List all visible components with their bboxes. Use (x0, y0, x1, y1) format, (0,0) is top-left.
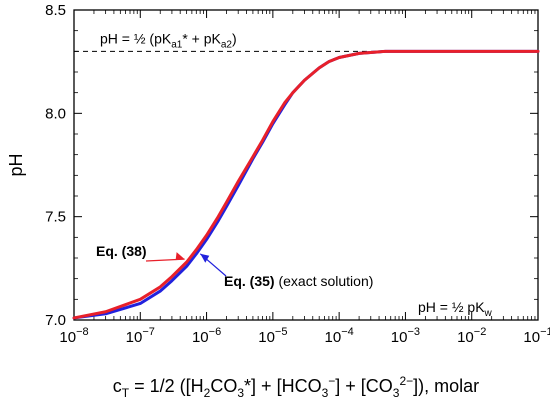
x-tick-exponent: −7 (142, 326, 155, 338)
x-tick-exponent: −1 (540, 326, 550, 338)
series-line-1 (72, 49, 540, 320)
x-axis-title-part5: ]), molar (413, 376, 479, 396)
x-axis-title-sub3: 3 (322, 386, 329, 400)
x-axis-title-sub4: 3 (393, 386, 400, 400)
y-tick-label: 7.0 (45, 312, 66, 329)
x-tick-exponent: −5 (275, 326, 288, 338)
reference-label-lower: pH = ½ pKw (418, 299, 493, 319)
x-tick-base: 10 (523, 329, 540, 346)
reference-label-upper: pH = ½ (pKa1* + pKa2) (100, 30, 237, 50)
x-tick-label: 10−6 (192, 326, 221, 346)
tick-labels: 10−8 10−7 10−6 10−5 10−4 10−3 10−2 10−17.07.58.… (45, 2, 550, 346)
reference-label-upper-text: pH = ½ (pK (100, 30, 172, 46)
y-tick-label: 8.5 (45, 2, 66, 19)
x-tick-base: 10 (192, 329, 209, 346)
x-tick-label: 10−4 (325, 326, 354, 346)
eq35-label: Eq. (35) (exact solution) (224, 273, 373, 289)
x-tick-base: 10 (457, 329, 474, 346)
x-tick-exponent: −8 (76, 326, 89, 338)
x-tick-base: 10 (258, 329, 275, 346)
x-tick-exponent: −3 (407, 326, 420, 338)
x-tick-label: 10−5 (258, 326, 287, 346)
eq35-label-note: (exact solution) (278, 273, 373, 289)
reference-label-upper-sub-b: a2 (221, 39, 233, 50)
x-tick-label: 10−2 (457, 326, 486, 346)
axis-ticks (73, 9, 539, 321)
x-axis-title: cT = 1/2 ([H2CO3*] + [HCO3−] + [CO32−]),… (113, 374, 479, 400)
x-tick-exponent: −4 (341, 326, 354, 338)
x-axis-title-prefix: c (113, 376, 122, 396)
y-tick-label: 7.5 (45, 209, 66, 226)
x-tick-base: 10 (59, 329, 76, 346)
x-axis-title-sub1: 2 (204, 386, 211, 400)
x-axis-title-sub2: 3 (237, 386, 244, 400)
x-tick-base: 10 (325, 329, 342, 346)
reference-label-lower-sub: w (484, 308, 493, 319)
x-tick-base: 10 (391, 329, 408, 346)
eq35-label-name: Eq. (35) (224, 273, 275, 289)
x-axis-title-part3: *] + [HCO (244, 376, 322, 396)
eq35-arrowhead-icon (200, 253, 210, 263)
eq38-arrowhead-icon (175, 252, 185, 261)
reference-label-upper-end: ) (232, 30, 237, 46)
plot-frame (73, 9, 539, 321)
x-axis-title-part1: = 1/2 ([H (129, 376, 204, 396)
x-tick-label: 10−8 (59, 326, 88, 346)
reference-label-upper-sub-a: a1 (171, 39, 183, 50)
x-tick-base: 10 (126, 329, 143, 346)
reference-label-lower-text: pH = ½ pK (418, 299, 485, 315)
y-tick-label: 8.0 (45, 105, 66, 122)
x-tick-exponent: −2 (474, 326, 487, 338)
x-axis-title-part2: CO (210, 376, 237, 396)
eq38-label: Eq. (38) (96, 243, 147, 259)
x-axis-title-part4: ] + [CO (335, 376, 393, 396)
x-tick-label: 10−3 (391, 326, 420, 346)
x-axis-title-sup3: − (328, 374, 335, 388)
x-tick-label: 10−1 (523, 326, 550, 346)
x-tick-label: 10−7 (126, 326, 155, 346)
x-axis-title-prefix-sub: T (122, 386, 130, 400)
x-tick-exponent: −6 (209, 326, 222, 338)
y-axis-title: pH (6, 153, 26, 176)
x-axis-title-sup4: 2− (399, 374, 413, 388)
data-series (72, 49, 540, 320)
reference-label-upper-mid: * + pK (182, 30, 221, 46)
